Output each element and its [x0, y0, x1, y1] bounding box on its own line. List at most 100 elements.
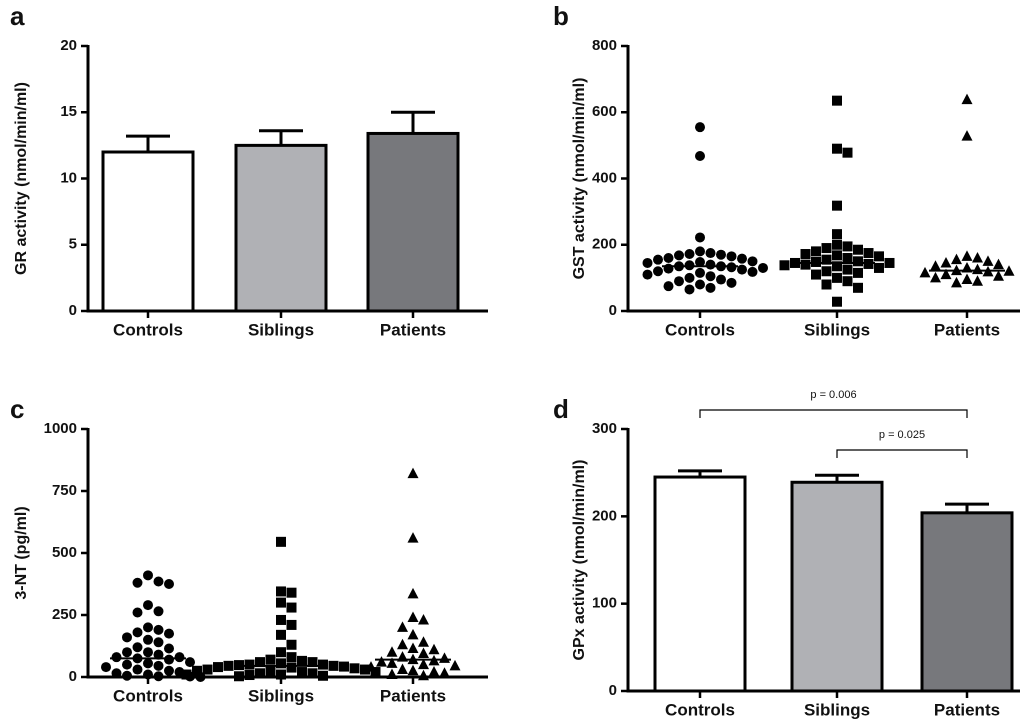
y-tick-label: 0	[69, 668, 77, 685]
data-point	[202, 664, 213, 675]
data-point	[174, 652, 185, 663]
y-tick-label: 750	[52, 482, 77, 499]
data-point	[132, 607, 143, 618]
data-point	[407, 467, 419, 479]
data-point	[164, 654, 174, 665]
data-point	[695, 246, 705, 257]
data-point	[930, 260, 941, 271]
data-point	[705, 259, 716, 270]
data-point	[101, 662, 111, 673]
data-point	[132, 577, 143, 588]
data-point	[143, 647, 153, 658]
data-point	[832, 95, 842, 106]
data-point	[286, 652, 297, 663]
data-point	[192, 665, 202, 676]
data-point	[397, 621, 408, 632]
x-tick-label: Siblings	[804, 320, 870, 339]
data-point	[143, 570, 153, 581]
data-point	[153, 660, 164, 671]
y-axis-label: GPx activity (nmol/min/ml)	[571, 460, 588, 661]
data-point	[428, 666, 440, 677]
y-tick-label: 0	[609, 302, 617, 319]
data-point	[853, 244, 863, 255]
data-point	[758, 262, 768, 273]
data-point	[386, 657, 398, 668]
data-point	[821, 279, 832, 290]
data-point	[244, 670, 255, 681]
y-tick-label: 500	[52, 544, 77, 561]
data-point	[407, 642, 419, 653]
data-point	[1003, 265, 1015, 276]
data-point	[982, 255, 994, 266]
data-point	[951, 276, 962, 288]
y-axis-label: 3-NT (pg/ml)	[13, 506, 30, 599]
data-point	[842, 241, 853, 252]
x-tick-label: Siblings	[804, 700, 870, 719]
p-value: p = 0.025	[879, 429, 925, 441]
panel-label: a	[10, 1, 25, 31]
data-point	[153, 649, 164, 660]
bar	[790, 480, 884, 693]
data-point	[832, 200, 842, 211]
data-point	[164, 665, 174, 676]
data-point	[972, 275, 983, 286]
data-point	[832, 229, 842, 240]
data-point	[164, 579, 174, 589]
data-point	[779, 260, 790, 271]
data-point	[842, 253, 853, 263]
data-point	[726, 277, 737, 288]
data-point	[276, 629, 286, 640]
panel-label: c	[10, 394, 24, 424]
data-point	[349, 663, 360, 674]
panel-label: d	[553, 394, 569, 424]
data-point	[695, 267, 705, 278]
data-point	[276, 536, 286, 547]
data-point	[930, 271, 941, 283]
data-point	[737, 253, 747, 264]
data-point	[695, 122, 705, 133]
y-tick-label: 250	[52, 606, 77, 623]
data-point	[684, 272, 695, 283]
data-point	[832, 143, 842, 154]
data-point	[318, 659, 328, 670]
data-point	[747, 266, 758, 277]
data-point	[800, 259, 811, 270]
data-point	[832, 272, 842, 283]
x-tick-label: Patients	[380, 686, 446, 705]
data-point	[143, 622, 153, 633]
data-point	[407, 587, 419, 599]
data-point	[223, 660, 234, 671]
data-point	[684, 249, 695, 260]
data-point	[821, 243, 832, 254]
y-tick-label: 800	[592, 37, 617, 54]
data-point	[821, 266, 832, 277]
data-point	[874, 251, 884, 262]
data-point	[265, 665, 276, 676]
data-point	[286, 662, 297, 673]
data-point	[663, 281, 674, 292]
significance-bracket	[836, 449, 968, 458]
x-tick-label: Controls	[665, 320, 735, 339]
data-point	[143, 600, 153, 611]
data-point	[213, 662, 223, 673]
data-point	[122, 632, 132, 643]
data-point	[842, 276, 853, 287]
x-tick-label: Siblings	[248, 686, 314, 705]
data-point	[244, 659, 255, 670]
data-point	[307, 668, 318, 679]
y-tick-label: 15	[60, 103, 77, 120]
data-point	[376, 656, 387, 667]
data-point	[418, 658, 429, 670]
data-point	[863, 248, 874, 259]
data-point	[153, 606, 164, 617]
bar	[101, 150, 195, 313]
data-point	[153, 637, 164, 648]
data-point	[695, 232, 705, 243]
data-point	[132, 627, 143, 638]
data-point	[286, 619, 297, 630]
data-point	[726, 251, 737, 262]
data-point	[286, 587, 297, 598]
data-point	[153, 576, 164, 587]
data-point	[418, 613, 429, 625]
y-tick-label: 20	[60, 37, 77, 54]
